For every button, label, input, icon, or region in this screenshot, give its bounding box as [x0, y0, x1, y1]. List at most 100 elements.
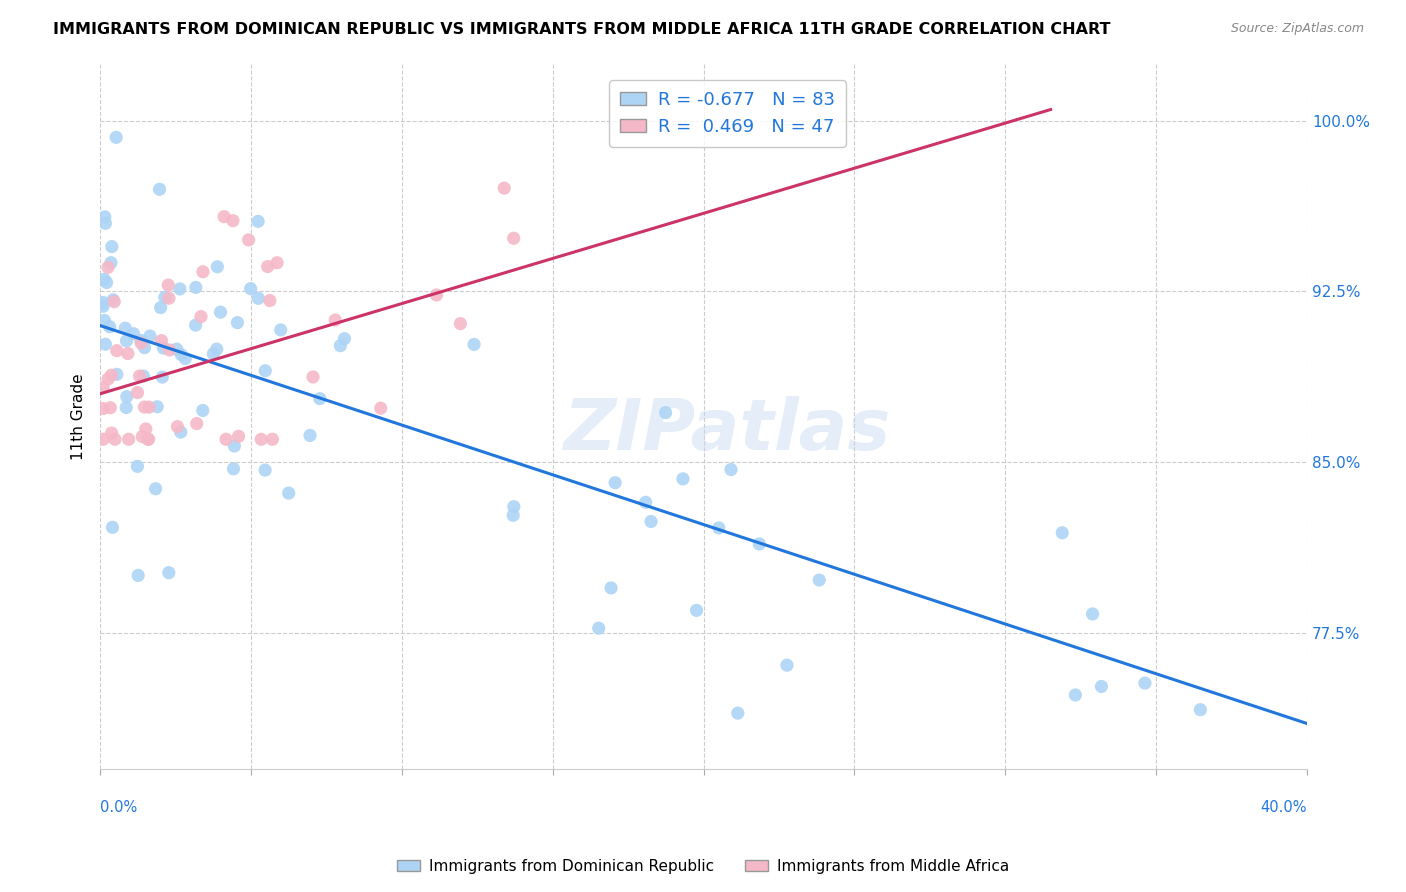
Point	[222, 213, 245, 227]
Point	[685, 603, 707, 617]
Point	[138, 432, 160, 446]
Point	[98, 401, 121, 415]
Point	[103, 294, 125, 309]
Point	[139, 329, 162, 343]
Legend: Immigrants from Dominican Republic, Immigrants from Middle Africa: Immigrants from Dominican Republic, Immi…	[391, 853, 1015, 880]
Point	[91, 401, 114, 416]
Point	[205, 342, 228, 356]
Point	[502, 231, 524, 245]
Point	[127, 568, 149, 582]
Point	[170, 425, 193, 439]
Point	[254, 463, 277, 477]
Point	[707, 521, 730, 535]
Point	[93, 272, 115, 286]
Point	[302, 370, 325, 384]
Point	[150, 334, 173, 348]
Point	[209, 305, 232, 319]
Point	[131, 429, 153, 443]
Point	[132, 369, 155, 384]
Point	[174, 351, 197, 366]
Point	[588, 621, 610, 635]
Point	[170, 348, 193, 362]
Point	[333, 332, 356, 346]
Point	[148, 182, 170, 196]
Text: 40.0%: 40.0%	[1261, 799, 1308, 814]
Point	[1189, 703, 1212, 717]
Point	[190, 310, 212, 324]
Point	[776, 658, 799, 673]
Point	[91, 299, 114, 313]
Point	[224, 439, 246, 453]
Point	[166, 419, 188, 434]
Point	[222, 462, 245, 476]
Point	[1090, 680, 1112, 694]
Point	[184, 280, 207, 294]
Point	[101, 520, 124, 534]
Point	[259, 293, 281, 308]
Point	[727, 706, 749, 720]
Point	[98, 319, 121, 334]
Text: Source: ZipAtlas.com: Source: ZipAtlas.com	[1230, 22, 1364, 36]
Point	[215, 432, 238, 446]
Point	[239, 282, 262, 296]
Point	[100, 255, 122, 269]
Legend: R = -0.677   N = 83, R =  0.469   N = 47: R = -0.677 N = 83, R = 0.469 N = 47	[609, 80, 846, 147]
Point	[91, 381, 114, 395]
Point	[115, 401, 138, 415]
Text: 0.0%: 0.0%	[100, 799, 138, 814]
Point	[157, 278, 180, 293]
Point	[184, 318, 207, 332]
Point	[207, 260, 229, 274]
Point	[1052, 525, 1074, 540]
Point	[91, 295, 114, 310]
Point	[94, 210, 117, 224]
Point	[748, 537, 770, 551]
Point	[145, 482, 167, 496]
Point	[1133, 676, 1156, 690]
Point	[254, 364, 277, 378]
Point	[104, 432, 127, 446]
Point	[93, 313, 115, 327]
Point	[152, 341, 174, 355]
Point	[153, 290, 176, 304]
Point	[720, 462, 742, 476]
Point	[117, 346, 139, 360]
Point	[105, 368, 128, 382]
Point	[654, 406, 676, 420]
Point	[256, 260, 278, 274]
Point	[134, 400, 156, 414]
Point	[114, 321, 136, 335]
Point	[129, 334, 152, 348]
Point	[502, 508, 524, 523]
Point	[122, 326, 145, 341]
Point	[449, 317, 471, 331]
Point	[323, 313, 346, 327]
Point	[91, 432, 114, 446]
Point	[299, 428, 322, 442]
Point	[127, 459, 149, 474]
Point	[186, 417, 208, 431]
Text: ZIPatlas: ZIPatlas	[564, 396, 891, 465]
Point	[266, 256, 288, 270]
Point	[250, 432, 273, 446]
Point	[115, 390, 138, 404]
Point	[191, 265, 214, 279]
Point	[100, 425, 122, 440]
Point	[97, 260, 120, 275]
Point	[118, 432, 141, 446]
Point	[672, 472, 695, 486]
Point	[605, 475, 627, 490]
Y-axis label: 11th Grade: 11th Grade	[72, 373, 86, 460]
Point	[808, 573, 831, 587]
Point	[101, 239, 124, 253]
Point	[640, 515, 662, 529]
Point	[463, 337, 485, 351]
Point	[115, 334, 138, 348]
Point	[494, 181, 516, 195]
Point	[94, 337, 117, 351]
Point	[425, 288, 447, 302]
Point	[1064, 688, 1087, 702]
Point	[149, 301, 172, 315]
Point	[228, 429, 250, 443]
Point	[157, 566, 180, 580]
